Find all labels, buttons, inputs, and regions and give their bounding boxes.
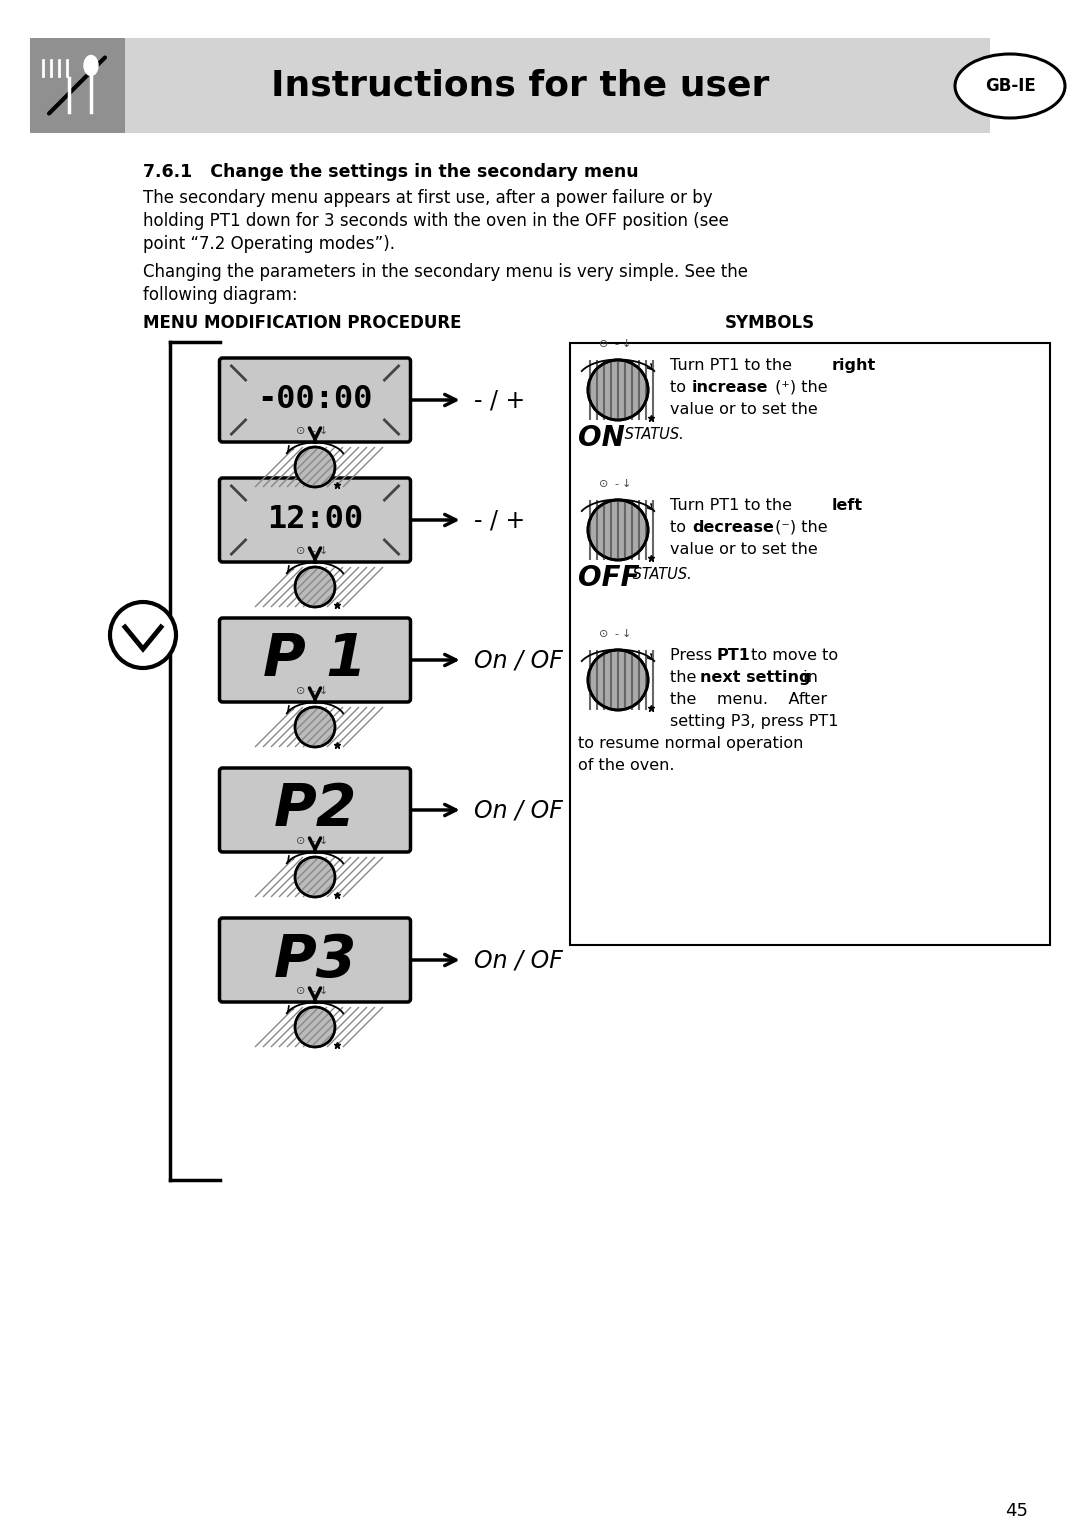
Text: GB-IE: GB-IE (985, 76, 1036, 95)
Text: - / +: - / + (474, 508, 526, 532)
Ellipse shape (84, 55, 98, 75)
Text: ⊙: ⊙ (296, 687, 306, 696)
Text: SYMBOLS: SYMBOLS (725, 313, 815, 332)
Text: ON: ON (578, 424, 625, 453)
Text: to: to (670, 520, 691, 535)
Text: (⁻) the: (⁻) the (770, 520, 827, 535)
Circle shape (110, 602, 176, 668)
Circle shape (295, 856, 335, 898)
FancyBboxPatch shape (219, 917, 410, 1001)
Text: setting P3, press PT1: setting P3, press PT1 (670, 714, 838, 729)
Circle shape (295, 706, 335, 748)
Text: to move to: to move to (746, 648, 838, 664)
Text: ↓: ↓ (319, 836, 327, 846)
Text: ⊙: ⊙ (296, 836, 306, 846)
Text: ↓: ↓ (319, 687, 327, 696)
Text: -: - (311, 687, 315, 696)
Text: Turn PT1 to the: Turn PT1 to the (670, 498, 797, 514)
Circle shape (588, 650, 648, 709)
Text: MENU MODIFICATION PROCEDURE: MENU MODIFICATION PROCEDURE (143, 313, 461, 332)
Text: decrease: decrease (692, 520, 774, 535)
Text: of the oven.: of the oven. (578, 758, 675, 774)
Text: ⊙: ⊙ (296, 546, 306, 557)
Text: -: - (615, 628, 618, 639)
Text: value or to set the: value or to set the (670, 402, 818, 417)
Text: ↓: ↓ (319, 546, 327, 557)
Text: P2: P2 (273, 781, 356, 838)
Bar (120, 38, 990, 133)
Text: next setting: next setting (700, 670, 810, 685)
Circle shape (295, 446, 335, 488)
Text: ↓: ↓ (319, 986, 327, 995)
Text: 45: 45 (1005, 1501, 1028, 1520)
Text: Turn PT1 to the: Turn PT1 to the (670, 358, 797, 373)
Text: ⊙: ⊙ (296, 986, 306, 995)
Text: -00:00: -00:00 (257, 384, 373, 416)
Text: ⊙: ⊙ (599, 628, 609, 639)
Text: STATUS.: STATUS. (627, 567, 692, 583)
Text: STATUS.: STATUS. (620, 427, 684, 442)
Text: left: left (832, 498, 863, 514)
Text: -: - (311, 546, 315, 557)
Text: in: in (798, 670, 818, 685)
Text: value or to set the: value or to set the (670, 541, 818, 557)
Text: right: right (832, 358, 876, 373)
Text: -: - (311, 836, 315, 846)
Text: -: - (311, 427, 315, 436)
Text: Changing the parameters in the secondary menu is very simple. See the: Changing the parameters in the secondary… (143, 263, 748, 281)
Text: 7.6.1   Change the settings in the secondary menu: 7.6.1 Change the settings in the seconda… (143, 164, 638, 180)
Text: -: - (615, 479, 618, 489)
Text: OFF: OFF (578, 564, 639, 592)
Text: Instructions for the user: Instructions for the user (271, 69, 769, 102)
Text: Press: Press (670, 648, 717, 664)
Text: 12:00: 12:00 (267, 505, 363, 535)
Text: P3: P3 (273, 931, 356, 989)
Text: point “7.2 Operating modes”).: point “7.2 Operating modes”). (143, 235, 395, 252)
Text: (⁺) the: (⁺) the (770, 381, 827, 394)
FancyBboxPatch shape (219, 768, 410, 852)
Text: following diagram:: following diagram: (143, 286, 298, 304)
Text: ↓: ↓ (621, 628, 631, 639)
Text: The secondary menu appears at first use, after a power failure or by: The secondary menu appears at first use,… (143, 190, 713, 206)
Ellipse shape (955, 54, 1065, 118)
FancyBboxPatch shape (219, 358, 410, 442)
Circle shape (588, 359, 648, 420)
Text: P 1: P 1 (264, 631, 367, 688)
Text: to resume normal operation: to resume normal operation (578, 735, 804, 751)
Text: the    menu.    After: the menu. After (670, 693, 827, 706)
Bar (570, 342, 1050, 945)
Text: the: the (670, 670, 702, 685)
FancyBboxPatch shape (219, 618, 410, 702)
Text: On / OF: On / OF (474, 798, 564, 823)
FancyBboxPatch shape (219, 479, 410, 563)
Text: -: - (615, 339, 618, 349)
Text: ⊙: ⊙ (599, 339, 609, 349)
Text: ⊙: ⊙ (296, 427, 306, 436)
Text: On / OF: On / OF (474, 948, 564, 972)
Text: increase: increase (692, 381, 769, 394)
Circle shape (588, 500, 648, 560)
Text: -: - (311, 986, 315, 995)
Text: ↓: ↓ (319, 427, 327, 436)
Text: ⊙: ⊙ (599, 479, 609, 489)
Text: holding PT1 down for 3 seconds with the oven in the OFF position (see: holding PT1 down for 3 seconds with the … (143, 213, 729, 229)
Text: to: to (670, 381, 691, 394)
Text: ↓: ↓ (621, 479, 631, 489)
Text: - / +: - / + (474, 388, 526, 411)
Text: On / OF: On / OF (474, 648, 564, 673)
Circle shape (295, 567, 335, 607)
Text: ↓: ↓ (621, 339, 631, 349)
Circle shape (295, 1008, 335, 1047)
Bar (30, 38, 125, 133)
Text: PT1: PT1 (716, 648, 750, 664)
